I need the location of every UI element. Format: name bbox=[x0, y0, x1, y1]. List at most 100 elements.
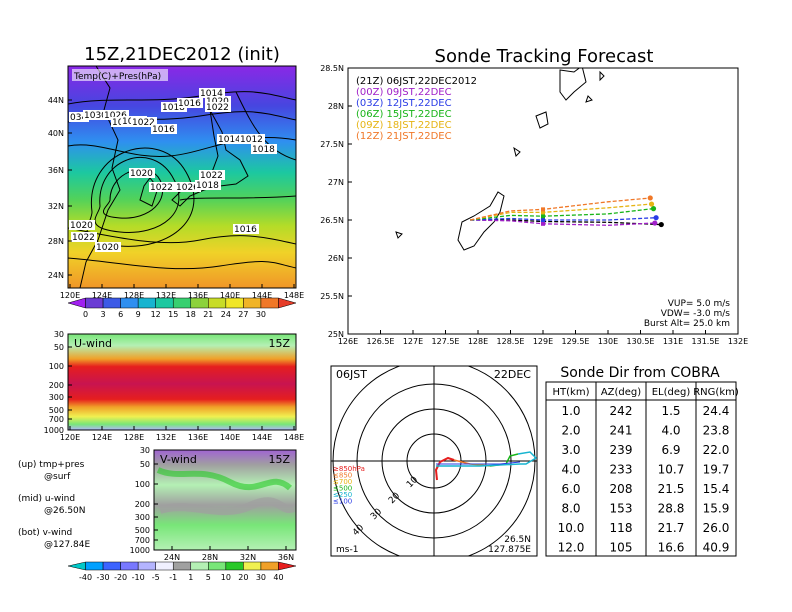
v-wind-title: V-wind bbox=[160, 453, 197, 466]
tracking-legend-entry: (09Z) 18JST,22DEC bbox=[356, 120, 452, 131]
u-wind-lon-tick: 140E bbox=[220, 433, 240, 442]
wind-colorbar-tick: 1 bbox=[188, 573, 193, 582]
tracking-lon-tick: 129E bbox=[533, 337, 553, 346]
v-wind-lat-tick: 36N bbox=[278, 553, 294, 562]
tracking-lon-tick: 130E bbox=[598, 337, 618, 346]
u-wind-lon-axis: 120E 124E 128E 132E 136E 140E 144E 148E bbox=[60, 426, 304, 442]
isobar-label: 1014 bbox=[218, 135, 241, 145]
u-wind-lon-tick: 148E bbox=[284, 433, 304, 442]
table-cell: 241 bbox=[610, 424, 633, 438]
temperature-colorbar: 0 3 6 9 12 15 18 21 24 27 30 bbox=[67, 297, 297, 319]
wind-colorbar-tick: 40 bbox=[273, 573, 283, 582]
sonde-tracking-panel: Sonde Tracking Forecast (21Z) 06JST,22DE… bbox=[320, 46, 748, 346]
colorbar-swatch bbox=[208, 297, 227, 309]
v-wind-p-tick: 50 bbox=[140, 460, 150, 469]
isobar-label: 1020 bbox=[96, 243, 119, 253]
map-lon-tick: 140E bbox=[220, 291, 240, 300]
isobar-label: 1026 bbox=[176, 183, 199, 193]
map-title: 15Z,21DEC2012 (init) bbox=[84, 44, 280, 65]
tracking-lon-tick: 132E bbox=[728, 337, 748, 346]
table-cell: 4.0 bbox=[661, 424, 680, 438]
param-vdw: VDW= -3.0 m/s bbox=[661, 309, 731, 319]
table-cell: 239 bbox=[610, 443, 633, 457]
tracking-title: Sonde Tracking Forecast bbox=[435, 46, 654, 67]
isobar-label: 1020 bbox=[70, 221, 93, 231]
wind-colorbar-swatch bbox=[85, 561, 104, 571]
wind-colorbar-tick: 30 bbox=[256, 573, 266, 582]
tracking-lon-tick: 127E bbox=[403, 337, 423, 346]
u-wind-p-tick: 200 bbox=[49, 381, 64, 390]
tracking-lat-tick: 25.5N bbox=[320, 292, 344, 301]
u-wind-title: U-wind bbox=[74, 337, 112, 350]
tracking-lon-tick: 130.5E bbox=[627, 337, 655, 346]
u-wind-time: 15Z bbox=[268, 337, 290, 350]
isobar-label: 1018 bbox=[252, 145, 275, 155]
track-endpoint bbox=[647, 195, 653, 201]
tracking-legend-entry: (03Z) 12JST,22DEC bbox=[356, 98, 452, 109]
u-wind-p-tick: 700 bbox=[49, 415, 64, 424]
colorbar-tick: 3 bbox=[101, 310, 106, 319]
isobar-label: 1022 bbox=[132, 118, 155, 128]
table-cell: 8.0 bbox=[561, 502, 580, 516]
v-wind-p-tick: 1000 bbox=[130, 546, 150, 555]
wind-colorbar-swatch bbox=[67, 561, 86, 571]
isobar-label: 1014 bbox=[200, 89, 223, 99]
tracking-lon-tick: 127.5E bbox=[432, 337, 460, 346]
colorbar-swatch bbox=[137, 297, 156, 309]
isobar-label: 1022 bbox=[200, 171, 223, 181]
track-endpoint bbox=[653, 215, 659, 221]
cobra-lat: 26.5N bbox=[504, 535, 531, 545]
map-lat-tick: 40N bbox=[48, 129, 64, 138]
colorbar-tick: 18 bbox=[186, 310, 196, 319]
tracking-lat-tick: 27.5N bbox=[320, 140, 344, 149]
wind-colorbar-tick: -30 bbox=[97, 573, 110, 582]
colorbar-swatch bbox=[278, 297, 297, 309]
wind-colorbar-swatch bbox=[225, 561, 244, 571]
table-cell: 153 bbox=[610, 502, 633, 516]
wind-colorbar-tick: 20 bbox=[238, 573, 248, 582]
table-body: HT(km) AZ(deg) EL(deg) RNG(km) 1.0 242 1.5 24.4… bbox=[546, 382, 739, 556]
u-wind-lon-tick: 136E bbox=[188, 433, 208, 442]
v-wind-lat-tick: 24N bbox=[164, 553, 180, 562]
wind-colorbar-tick: -40 bbox=[79, 573, 92, 582]
u-wind-lon-tick: 132E bbox=[156, 433, 176, 442]
table-cell: 28.8 bbox=[658, 502, 685, 516]
map-lon-tick: 124E bbox=[92, 291, 112, 300]
tracking-lat-axis: 28.5N 28N 27.5N 27N 26.5N 26N 25.5N 25N bbox=[320, 64, 352, 339]
u-wind-lon-tick: 128E bbox=[124, 433, 144, 442]
table-cell: 10.0 bbox=[558, 521, 585, 535]
tracking-lon-axis: 126E 126.5E 127E 127.5E 128E 128.5E 129E 129.5E… bbox=[338, 330, 748, 346]
table-cell: 12.0 bbox=[558, 541, 585, 555]
wind-colorbar-swatch bbox=[278, 561, 297, 571]
map-lon-tick: 144E bbox=[252, 291, 272, 300]
v-wind-p-tick: 200 bbox=[135, 500, 150, 509]
cobra-layer-entry: ≤500 bbox=[333, 485, 352, 493]
colorbar-swatch bbox=[85, 297, 104, 309]
table-cell: 3.0 bbox=[561, 443, 580, 457]
table-header: HT(km) bbox=[553, 387, 590, 398]
tracking-lon-tick: 126.5E bbox=[367, 337, 395, 346]
tracking-lat-tick: 26N bbox=[328, 254, 344, 263]
cobra-date: 22DEC bbox=[494, 368, 531, 381]
map-lon-tick: 120E bbox=[60, 291, 80, 300]
panel-legend-text: (up) tmp+pres @surf (mid) u-wind @26.50N… bbox=[18, 460, 90, 550]
table-cell: 19.7 bbox=[703, 463, 730, 477]
tracking-lon-tick: 128E bbox=[468, 337, 488, 346]
isobar-label: 1030 bbox=[84, 111, 107, 121]
tracking-lon-tick: 126E bbox=[338, 337, 358, 346]
isobar-label: 034 bbox=[70, 113, 87, 123]
colorbar-swatch bbox=[243, 297, 262, 309]
cobra-layer-entry: ≥850hPa bbox=[333, 465, 365, 473]
tracking-lat-tick: 27N bbox=[328, 178, 344, 187]
wind-colorbar-tick: -10 bbox=[132, 573, 145, 582]
wind-colorbar-tick: 5 bbox=[206, 573, 211, 582]
table-cell: 4.0 bbox=[561, 463, 580, 477]
cobra-layer-entry: ≤100 bbox=[333, 498, 352, 506]
isobar-labels: 0341030102610241020102210181016101410201… bbox=[69, 88, 277, 253]
v-wind-lat-tick: 32N bbox=[240, 553, 256, 562]
tracking-lat-tick: 25N bbox=[328, 330, 344, 339]
